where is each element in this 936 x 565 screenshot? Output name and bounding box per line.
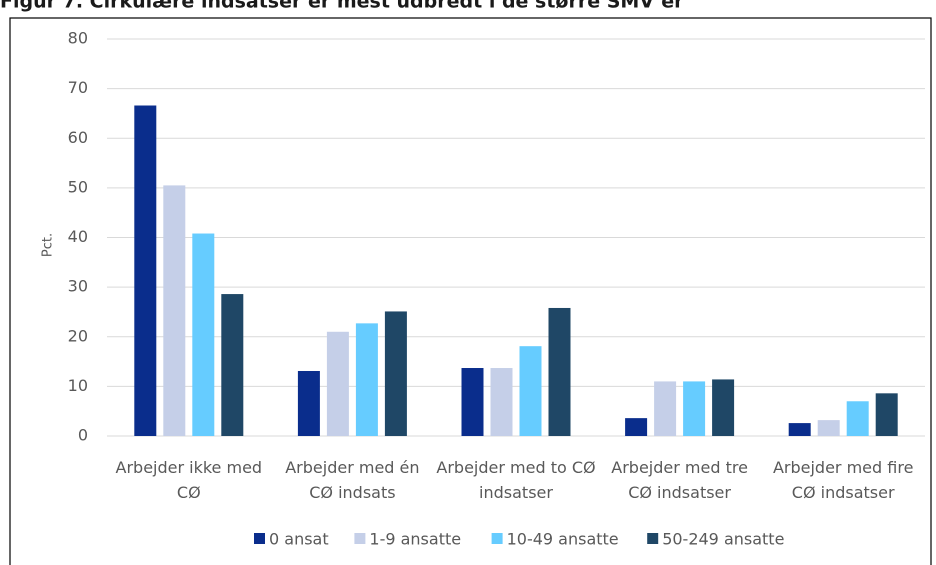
legend-swatch: [254, 533, 265, 544]
bar: [817, 420, 840, 436]
legend-swatch: [647, 533, 659, 544]
bar: [625, 418, 648, 436]
legend-swatch: [491, 533, 503, 544]
bar: [326, 331, 349, 436]
bar: [788, 423, 811, 436]
legend-label: 0 ansat: [269, 530, 329, 549]
y-tick-label: 60: [68, 128, 88, 147]
y-tick-label: 10: [68, 376, 88, 395]
y-tick-label: 20: [68, 326, 88, 345]
bar: [355, 323, 378, 436]
bar: [683, 381, 706, 436]
y-tick-label: 70: [68, 78, 88, 97]
bar: [490, 368, 513, 436]
chart-title: Figur 7. Cirkulære indsatser er mest udb…: [0, 0, 684, 13]
y-tick-label: 30: [68, 277, 88, 296]
bar: [548, 307, 571, 436]
bar: [846, 401, 869, 436]
bar: [712, 379, 735, 436]
bar: [875, 393, 898, 436]
y-axis-label: Pct.: [41, 233, 56, 257]
y-tick-label: 50: [68, 177, 88, 196]
bar: [519, 346, 542, 436]
x-tick-label: Arbejder med fire CØ indsatser: [772, 458, 914, 502]
legend-swatch: [354, 533, 366, 544]
bar: [163, 185, 186, 436]
bar: [461, 368, 484, 436]
bar: [192, 233, 215, 436]
legend-label: 10-49 ansatte: [507, 530, 619, 549]
y-tick-label: 40: [68, 227, 88, 246]
legend-label: 1-9 ansatte: [369, 530, 461, 549]
y-tick-label: 0: [78, 426, 88, 445]
x-tick-label: Arbejder ikke med CØ: [115, 458, 263, 502]
x-tick-label: Arbejder med to CØ indsatser: [436, 458, 596, 502]
y-tick-label: 80: [68, 29, 88, 48]
bar: [384, 311, 407, 436]
bar: [654, 381, 677, 436]
legend-label: 50-249 ansatte: [662, 530, 784, 549]
chart-frame: [9, 17, 932, 565]
bar: [221, 294, 244, 436]
bar: [134, 105, 157, 436]
bar: [297, 370, 320, 436]
x-tick-label: Arbejder med én CØ indsats: [285, 458, 420, 502]
x-tick-label: Arbejder med tre CØ indsatser: [611, 458, 748, 502]
